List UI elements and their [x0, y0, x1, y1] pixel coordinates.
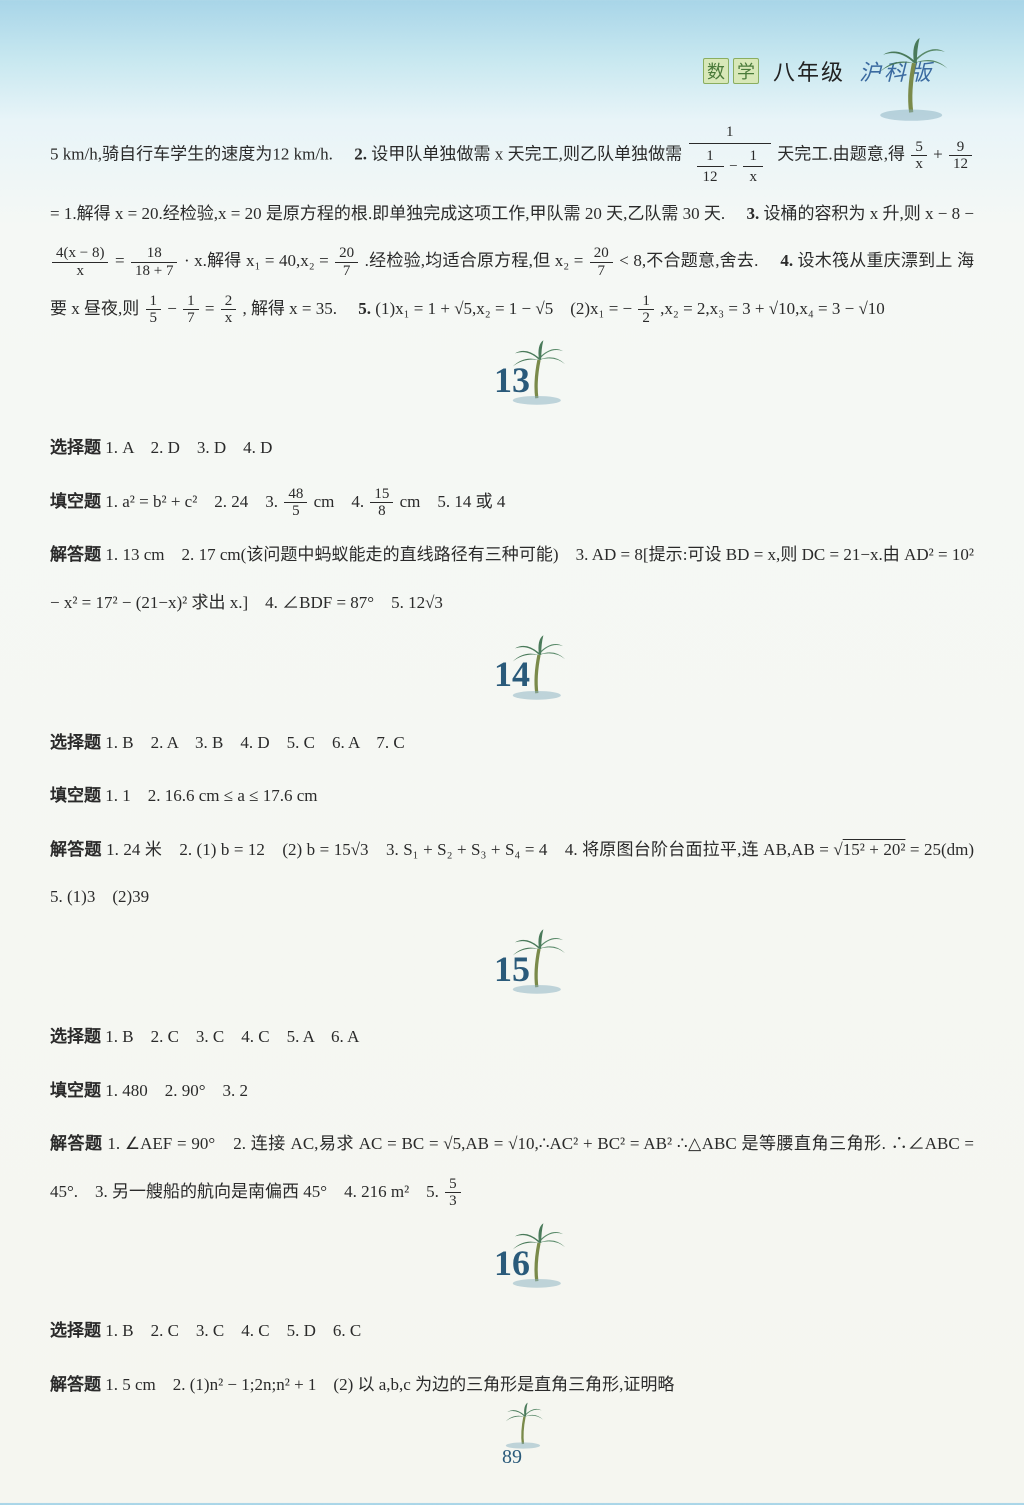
palm-footer-icon [492, 1401, 557, 1451]
page-header: 数 学 八年级 沪科版 [50, 30, 974, 122]
subject-char-1: 数 [703, 58, 729, 84]
page-container: 数 学 八年级 沪科版 5 km/h,骑自行车学生的速度为12 km/h. 2.… [0, 0, 1024, 1505]
fraction: 17 [183, 293, 199, 327]
text: .经检验,均适合原方程,但 x₂ = [365, 251, 588, 270]
text: 1. a² = b² + c² 2. 24 3. [105, 492, 282, 511]
fb-answers: 1. 480 2. 90° 3. 2 [105, 1081, 248, 1100]
text: 1. 5 cm 2. (1)n² − 1;2n;n² + 1 (2) 以 a,b… [105, 1375, 674, 1394]
text: 5 km/h,骑自行车学生的速度为12 km/h. [50, 145, 350, 164]
s15-ans: 解答题 1. ∠AEF = 90° 2. 连接 AC,易求 AC = BC = … [50, 1120, 974, 1215]
sqrt-expr: √15² + 20² [833, 840, 905, 859]
text: 设木筏从重庆漂到上 [798, 251, 953, 270]
ans-label: 解答题 [50, 1375, 101, 1394]
item-num: 5. [358, 299, 371, 318]
text: = [50, 204, 60, 223]
item-num: 2. [354, 145, 367, 164]
text: , 解得 x = 35. [242, 299, 354, 318]
s13-ans: 解答题 1. 13 cm 2. 17 cm(该问题中蚂蚁能走的直线路径有三种可能… [50, 531, 974, 626]
s14-fb: 填空题 1. 1 2. 16.6 cm ≤ a ≤ 17.6 cm [50, 772, 974, 820]
fraction: 207 [335, 245, 358, 279]
s14-ans: 解答题 1. 24 米 2. (1) b = 12 (2) b = 15√3 3… [50, 826, 974, 921]
section-number: 15 [494, 919, 530, 1020]
text: = [205, 299, 219, 318]
text: ,x₂ = 2,x₃ = 3 + [660, 299, 764, 318]
s15-mc: 选择题 1. B 2. C 3. C 4. C 5. A 6. A [50, 1013, 974, 1061]
fraction: 15 [146, 293, 162, 327]
text: < 8,不合题意,舍去. [619, 251, 776, 270]
text: 1. 13 cm 2. 17 cm(该问题中蚂蚁能走的直线路径有三种可能) 3.… [105, 545, 947, 564]
mc-answers: 1. B 2. C 3. C 4. C 5. D 6. C [105, 1321, 361, 1340]
s14-mc: 选择题 1. B 2. A 3. B 4. D 5. C 6. A 7. C [50, 719, 974, 767]
text: · x.解得 x₁ = 40,x₂ = [184, 251, 333, 270]
section-heading-14: 14 [50, 645, 974, 705]
top-solution-block: 5 km/h,骑自行车学生的速度为12 km/h. 2. 设甲队单独做需 x 天… [50, 122, 974, 332]
s15-fb: 填空题 1. 480 2. 90° 3. 2 [50, 1067, 974, 1115]
text: cm 5. 14 或 4 [400, 492, 506, 511]
text: + [933, 145, 947, 164]
item-num: 4. [780, 251, 793, 270]
ans-label: 解答题 [50, 545, 101, 564]
fraction: 912 [949, 139, 972, 173]
section-number: 16 [494, 1213, 530, 1314]
fraction: 2x [221, 293, 237, 327]
fraction: 5x [911, 139, 927, 173]
s13-fb: 填空题 1. a² = b² + c² 2. 24 3. 485 cm 4. 1… [50, 478, 974, 526]
s13-mc: 选择题 1. A 2. D 3. D 4. D [50, 424, 974, 472]
text: 1.解得 x = 20.经检验,x = 20 是原方程的根.即单独完成这项工作,… [64, 204, 742, 223]
section-heading-15: 15 [50, 939, 974, 999]
ans-label: 解答题 [50, 840, 102, 859]
subject-badge: 数 学 [703, 58, 759, 84]
fraction: 53 [445, 1176, 461, 1210]
subject-char-2: 学 [733, 58, 759, 84]
text: − [167, 299, 181, 318]
fb-label: 填空题 [50, 1081, 101, 1100]
mc-label: 选择题 [50, 1027, 101, 1046]
page-number: 89 [50, 1429, 974, 1485]
text: 设桶的容积为 x 升,则 x − 8 − [763, 204, 974, 223]
palm-corner-icon [859, 35, 969, 125]
content-area: 5 km/h,骑自行车学生的速度为12 km/h. 2. 设甲队单独做需 x 天… [50, 122, 974, 1485]
s16-mc: 选择题 1. B 2. C 3. C 4. C 5. D 6. C [50, 1307, 974, 1355]
fb-label: 填空题 [50, 492, 101, 511]
text: 1. ∠AEF = 90° 2. 连接 AC,易求 AC = BC = √5,A… [107, 1134, 886, 1153]
mc-label: 选择题 [50, 438, 101, 457]
mc-label: 选择题 [50, 733, 101, 752]
fb-label: 填空题 [50, 786, 101, 805]
text: (1)x₁ = 1 + √5,x₂ = 1 − √5 (2)x₁ = − [375, 299, 636, 318]
text: cm 4. [314, 492, 369, 511]
fraction: 207 [590, 245, 613, 279]
fraction: 1 112 − 1x [689, 122, 771, 190]
fb-answers: 1. 1 2. 16.6 cm ≤ a ≤ 17.6 cm [105, 786, 317, 805]
fraction: 158 [370, 486, 393, 520]
mc-answers: 1. B 2. C 3. C 4. C 5. A 6. A [105, 1027, 359, 1046]
text: √10,x₄ = 3 − √10 [769, 299, 885, 318]
text: = [115, 251, 129, 270]
grade-label: 八年级 [773, 55, 845, 87]
section-heading-13: 13 [50, 350, 974, 410]
fraction: 4(x − 8)x [52, 245, 108, 279]
ans-label: 解答题 [50, 1134, 103, 1153]
mc-answers: 1. A 2. D 3. D 4. D [105, 438, 272, 457]
text: 设甲队单独做需 x 天完工,则乙队单独做需 [371, 145, 686, 164]
section-number: 14 [494, 624, 530, 725]
text: 天完工.由题意,得 [777, 145, 909, 164]
fraction: 485 [284, 486, 307, 520]
fraction: 12 [638, 293, 654, 327]
mc-label: 选择题 [50, 1321, 101, 1340]
text: 1. 24 米 2. (1) b = 12 (2) b = 15√3 3. S₁… [106, 840, 833, 859]
section-heading-16: 16 [50, 1233, 974, 1293]
section-number: 13 [494, 330, 530, 431]
mc-answers: 1. B 2. A 3. B 4. D 5. C 6. A 7. C [105, 733, 404, 752]
item-num: 3. [746, 204, 759, 223]
fraction: 1818 + 7 [131, 245, 177, 279]
